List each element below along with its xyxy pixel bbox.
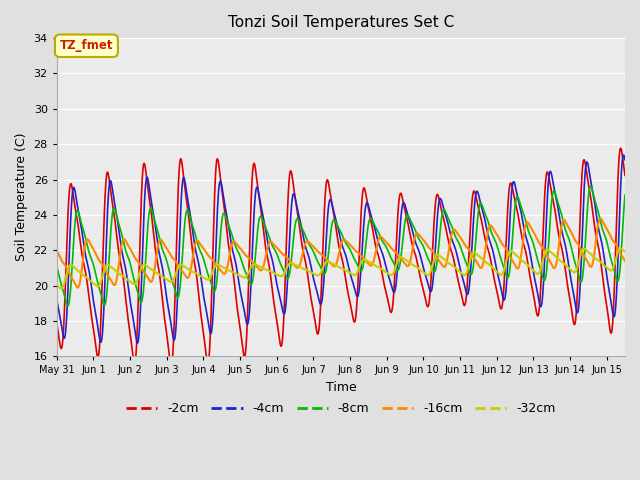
Legend: -2cm, -4cm, -8cm, -16cm, -32cm: -2cm, -4cm, -8cm, -16cm, -32cm (121, 397, 561, 420)
X-axis label: Time: Time (326, 381, 356, 394)
Title: Tonzi Soil Temperatures Set C: Tonzi Soil Temperatures Set C (228, 15, 454, 30)
Text: TZ_fmet: TZ_fmet (60, 39, 113, 52)
Y-axis label: Soil Temperature (C): Soil Temperature (C) (15, 133, 28, 262)
